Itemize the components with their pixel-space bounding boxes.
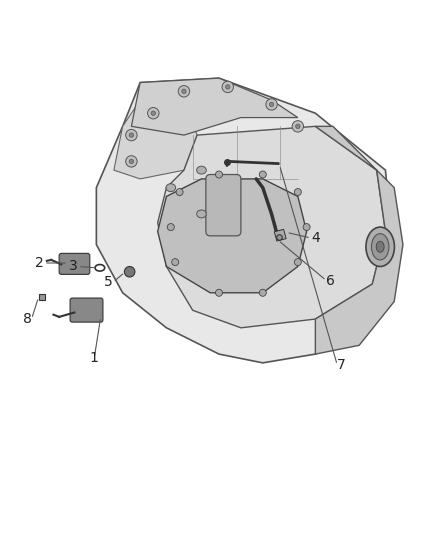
- Text: 5: 5: [104, 275, 113, 289]
- Circle shape: [126, 130, 137, 141]
- Circle shape: [148, 108, 159, 119]
- Circle shape: [151, 111, 155, 115]
- Circle shape: [294, 189, 301, 196]
- Bar: [274, 229, 286, 241]
- Circle shape: [178, 86, 190, 97]
- Text: 1: 1: [90, 351, 99, 366]
- Circle shape: [215, 289, 223, 296]
- FancyBboxPatch shape: [70, 298, 103, 322]
- Circle shape: [259, 289, 266, 296]
- Circle shape: [215, 171, 223, 178]
- Text: 8: 8: [23, 312, 32, 326]
- Circle shape: [129, 159, 134, 164]
- Circle shape: [126, 156, 137, 167]
- Circle shape: [176, 189, 183, 196]
- Circle shape: [182, 89, 186, 93]
- Circle shape: [266, 99, 277, 110]
- Polygon shape: [158, 179, 307, 293]
- Circle shape: [294, 259, 301, 265]
- Circle shape: [222, 81, 233, 93]
- Text: 4: 4: [311, 231, 320, 245]
- Ellipse shape: [366, 227, 394, 266]
- Text: 3: 3: [69, 260, 78, 273]
- FancyBboxPatch shape: [206, 174, 241, 236]
- Circle shape: [269, 102, 274, 107]
- Circle shape: [167, 223, 174, 231]
- Polygon shape: [131, 78, 298, 135]
- Circle shape: [303, 223, 310, 231]
- Circle shape: [226, 85, 230, 89]
- Ellipse shape: [376, 241, 384, 252]
- Polygon shape: [158, 126, 385, 328]
- Circle shape: [296, 124, 300, 128]
- Text: 7: 7: [337, 358, 346, 372]
- Ellipse shape: [197, 166, 206, 174]
- Circle shape: [172, 259, 179, 265]
- Circle shape: [124, 266, 135, 277]
- Ellipse shape: [166, 184, 176, 191]
- Ellipse shape: [197, 210, 206, 218]
- Circle shape: [292, 120, 304, 132]
- Circle shape: [129, 133, 134, 138]
- Polygon shape: [114, 100, 197, 179]
- FancyBboxPatch shape: [59, 253, 90, 274]
- Polygon shape: [315, 126, 403, 354]
- Ellipse shape: [371, 233, 389, 260]
- Polygon shape: [96, 78, 394, 363]
- Text: 6: 6: [326, 273, 335, 287]
- Text: 2: 2: [35, 256, 44, 270]
- Circle shape: [259, 171, 266, 178]
